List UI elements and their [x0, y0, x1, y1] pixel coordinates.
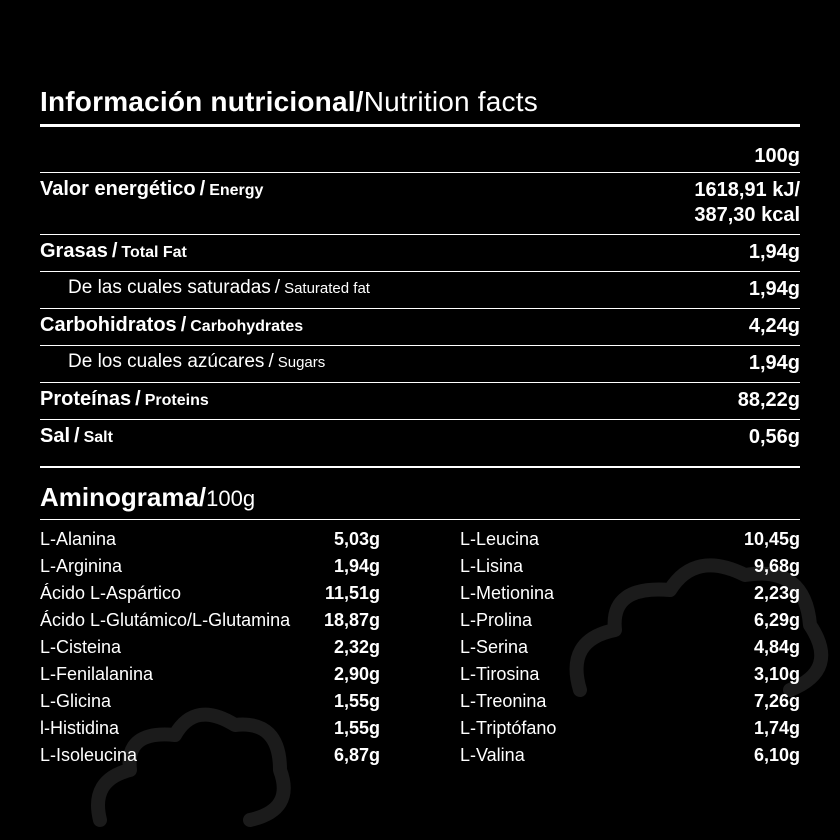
- amino-column-left: L-Alanina5,03gL-Arginina1,94gÁcido L-Asp…: [40, 526, 380, 769]
- nutrition-label: Grasas / Total Fat: [40, 240, 187, 263]
- amino-row: L-Serina4,84g: [460, 634, 800, 661]
- nutrition-label: Proteínas / Proteins: [40, 388, 209, 411]
- nutrition-value: 1618,91 kJ/ 387,30 kcal: [694, 178, 800, 228]
- nutrition-row: De los cuales azúcares / Sugars 1,94g: [40, 345, 800, 382]
- nutrition-row: Valor energético / Energy 1618,91 kJ/ 387…: [40, 172, 800, 234]
- nutrition-panel: Información nutricional/Nutrition facts …: [40, 86, 800, 769]
- amino-section: Aminograma/100g L-Alanina5,03gL-Arginina…: [40, 482, 800, 769]
- nutrition-label: Valor energético / Energy: [40, 178, 263, 201]
- amino-row: L-Treonina7,26g: [460, 688, 800, 715]
- amino-row: Ácido L-Glutámico/L-Glutamina18,87g: [40, 607, 380, 634]
- divider-med: [40, 466, 800, 468]
- amino-column-right: L-Leucina10,45gL-Lisina9,68gL-Metionina2…: [460, 526, 800, 769]
- nutrition-value: 88,22g: [738, 388, 800, 413]
- amino-row: L-Valina6,10g: [460, 742, 800, 769]
- amino-row: L-Arginina1,94g: [40, 553, 380, 580]
- amino-row: Ácido L-Aspártico11,51g: [40, 580, 380, 607]
- nutrition-value: 0,56g: [749, 425, 800, 450]
- amino-row: L-Leucina10,45g: [460, 526, 800, 553]
- amino-row: L-Glicina1,55g: [40, 688, 380, 715]
- amino-row: L-Prolina6,29g: [460, 607, 800, 634]
- nutrition-table: Valor energético / Energy 1618,91 kJ/ 387…: [40, 172, 800, 456]
- amino-title: Aminograma/100g: [40, 482, 800, 513]
- nutrition-label: De las cuales saturadas / Saturated fat: [40, 277, 370, 299]
- nutrition-value: 1,94g: [749, 240, 800, 265]
- nutrition-label: Sal / Salt: [40, 425, 113, 448]
- amino-row: L-Isoleucina6,87g: [40, 742, 380, 769]
- nutrition-row: Grasas / Total Fat 1,94g: [40, 234, 800, 271]
- nutrition-label: Carbohidratos / Carbohydrates: [40, 314, 303, 337]
- nutrition-row: Sal / Salt 0,56g: [40, 419, 800, 456]
- amino-row: L-Tirosina3,10g: [460, 661, 800, 688]
- title-es: Información nutricional: [40, 86, 356, 117]
- amino-row: L-Metionina2,23g: [460, 580, 800, 607]
- amino-title-main: Aminograma: [40, 482, 199, 512]
- amino-row: L-Triptófano1,74g: [460, 715, 800, 742]
- serving-value: 100g: [754, 145, 800, 168]
- divider-thick-top: [40, 124, 800, 127]
- nutrition-value: 1,94g: [749, 351, 800, 376]
- amino-row: L-Fenilalanina2,90g: [40, 661, 380, 688]
- nutrition-value: 4,24g: [749, 314, 800, 339]
- amino-row: L-Cisteina2,32g: [40, 634, 380, 661]
- nutrition-row: Carbohidratos / Carbohydrates 4,24g: [40, 308, 800, 345]
- nutrition-value: 1,94g: [749, 277, 800, 302]
- nutrition-row: Proteínas / Proteins 88,22g: [40, 382, 800, 419]
- nutrition-label: De los cuales azúcares / Sugars: [40, 351, 325, 373]
- amino-row: L-Lisina9,68g: [460, 553, 800, 580]
- divider-thin-amino: [40, 519, 800, 520]
- title-en: Nutrition facts: [364, 86, 538, 117]
- serving-header: 100g: [40, 143, 800, 172]
- nutrition-row: De las cuales saturadas / Saturated fat 1…: [40, 271, 800, 308]
- amino-row: L-Alanina5,03g: [40, 526, 380, 553]
- main-title: Información nutricional/Nutrition facts: [40, 86, 800, 118]
- amino-title-sub: 100g: [206, 486, 255, 511]
- amino-row: l-Histidina1,55g: [40, 715, 380, 742]
